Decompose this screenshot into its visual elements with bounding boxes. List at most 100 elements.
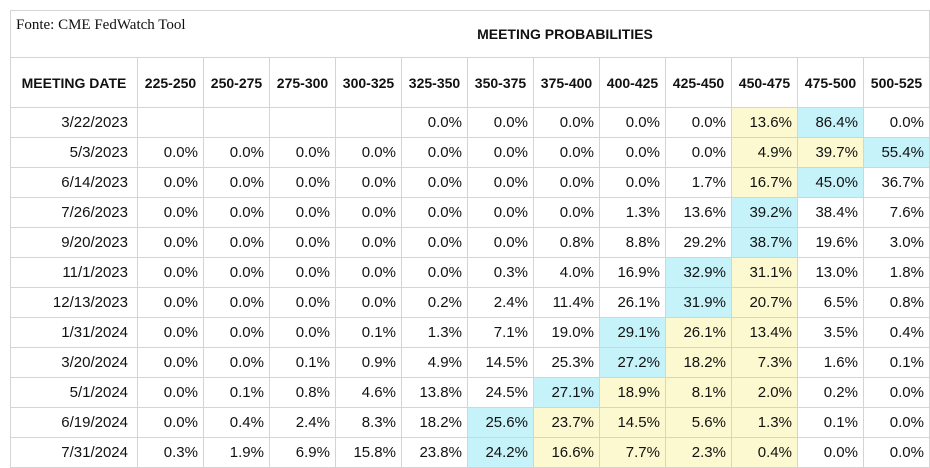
- probability-cell: 24.5%: [467, 377, 534, 408]
- probability-cell: 0.0%: [401, 167, 468, 198]
- meeting-probabilities-table: MEETING PROBABILITIES MEETING DATE 225-25…: [10, 10, 930, 468]
- probability-cell: 14.5%: [467, 347, 534, 378]
- probability-cell: 16.9%: [599, 257, 666, 288]
- probability-cell: [137, 107, 204, 138]
- probability-cell: 1.3%: [731, 407, 798, 438]
- probability-cell: 0.0%: [203, 137, 270, 168]
- probability-cell: 45.0%: [797, 167, 864, 198]
- table-row: 6/19/2024 0.0% 0.4% 2.4% 8.3% 18.2% 25.6% 23.7%…: [10, 407, 930, 438]
- probability-cell: 0.0%: [467, 167, 534, 198]
- meeting-date-cell: 7/31/2024: [10, 437, 138, 468]
- probability-cell: 18.2%: [665, 347, 732, 378]
- probability-cell: 27.2%: [599, 347, 666, 378]
- meeting-date-cell: 5/3/2023: [10, 137, 138, 168]
- probability-cell: 0.0%: [269, 287, 336, 318]
- probability-cell: 0.9%: [335, 347, 402, 378]
- probability-cell: 2.0%: [731, 377, 798, 408]
- probability-cell: 0.0%: [533, 197, 600, 228]
- probability-cell: 0.0%: [863, 107, 930, 138]
- probability-cell: 2.4%: [269, 407, 336, 438]
- probability-cell: 29.1%: [599, 317, 666, 348]
- probability-cell: 26.1%: [665, 317, 732, 348]
- probability-cell: 0.0%: [137, 197, 204, 228]
- probability-cell: 0.0%: [401, 257, 468, 288]
- meeting-date-cell: 12/13/2023: [10, 287, 138, 318]
- probability-cell: 0.0%: [203, 317, 270, 348]
- probability-cell: 8.3%: [335, 407, 402, 438]
- probability-cell: 0.0%: [335, 257, 402, 288]
- probability-cell: 16.6%: [533, 437, 600, 468]
- probability-cell: 31.1%: [731, 257, 798, 288]
- source-label: Fonte: CME FedWatch Tool: [16, 17, 186, 33]
- probability-cell: 1.9%: [203, 437, 270, 468]
- probability-cell: 18.9%: [599, 377, 666, 408]
- probability-cell: 0.0%: [137, 257, 204, 288]
- probability-cell: 1.7%: [665, 167, 732, 198]
- probability-cell: [335, 107, 402, 138]
- col-header-400-425: 400-425: [599, 57, 666, 108]
- probability-cell: 19.0%: [533, 317, 600, 348]
- probability-cell: 0.0%: [203, 167, 270, 198]
- col-header-225-250: 225-250: [137, 57, 204, 108]
- col-header-325-350: 325-350: [401, 57, 468, 108]
- probability-cell: 1.8%: [863, 257, 930, 288]
- table-row: 5/1/2024 0.0% 0.1% 0.8% 4.6% 13.8% 24.5% 27.1% 1…: [10, 377, 930, 408]
- meeting-date-cell: 11/1/2023: [10, 257, 138, 288]
- col-header-300-325: 300-325: [335, 57, 402, 108]
- probability-cell: 0.0%: [599, 107, 666, 138]
- probability-cell: 0.2%: [797, 377, 864, 408]
- meeting-date-cell: 5/1/2024: [10, 377, 138, 408]
- probability-cell: 0.0%: [203, 257, 270, 288]
- probability-cell: 4.9%: [401, 347, 468, 378]
- probability-cell: 3.0%: [863, 227, 930, 258]
- title-row: MEETING PROBABILITIES: [10, 10, 930, 58]
- col-header-275-300: 275-300: [269, 57, 336, 108]
- probability-cell: 86.4%: [797, 107, 864, 138]
- probability-cell: 39.2%: [731, 197, 798, 228]
- meeting-date-cell: 6/19/2024: [10, 407, 138, 438]
- probability-cell: 0.0%: [137, 167, 204, 198]
- probability-cell: 6.9%: [269, 437, 336, 468]
- probability-cell: 23.8%: [401, 437, 468, 468]
- probability-cell: 0.8%: [863, 287, 930, 318]
- probability-cell: 0.0%: [401, 197, 468, 228]
- col-header-meeting-date: MEETING DATE: [10, 57, 138, 108]
- probability-cell: 25.6%: [467, 407, 534, 438]
- probability-cell: 0.0%: [137, 407, 204, 438]
- table-row: 6/14/2023 0.0% 0.0% 0.0% 0.0% 0.0% 0.0% 0.0% 0.0…: [10, 167, 930, 198]
- probability-cell: 0.0%: [137, 137, 204, 168]
- probability-cell: 32.9%: [665, 257, 732, 288]
- probability-cell: 0.0%: [203, 287, 270, 318]
- probability-cell: 7.6%: [863, 197, 930, 228]
- probability-cell: 0.0%: [401, 227, 468, 258]
- probability-cell: 0.0%: [269, 227, 336, 258]
- probability-cell: 0.0%: [269, 197, 336, 228]
- probability-cell: 0.0%: [137, 227, 204, 258]
- probability-cell: 0.0%: [269, 137, 336, 168]
- probability-cell: [203, 107, 270, 138]
- probability-cell: 0.0%: [533, 167, 600, 198]
- probability-cell: 0.0%: [137, 347, 204, 378]
- probability-cell: 13.8%: [401, 377, 468, 408]
- probability-cell: 0.0%: [137, 317, 204, 348]
- probability-cell: 1.3%: [599, 197, 666, 228]
- probability-cell: 7.3%: [731, 347, 798, 378]
- probability-cell: 0.0%: [335, 167, 402, 198]
- table-row: 11/1/2023 0.0% 0.0% 0.0% 0.0% 0.0% 0.3% 4.0% 16.…: [10, 257, 930, 288]
- probability-cell: 2.3%: [665, 437, 732, 468]
- probability-cell: 0.0%: [335, 197, 402, 228]
- probability-cell: 16.7%: [731, 167, 798, 198]
- probability-cell: 7.1%: [467, 317, 534, 348]
- probability-cell: 36.7%: [863, 167, 930, 198]
- probability-cell: 13.6%: [665, 197, 732, 228]
- probability-cell: 6.5%: [797, 287, 864, 318]
- probability-cell: 0.0%: [335, 227, 402, 258]
- table-title: MEETING PROBABILITIES: [10, 10, 930, 58]
- probability-cell: 0.0%: [335, 137, 402, 168]
- probability-cell: 0.0%: [533, 107, 600, 138]
- probability-cell: 0.0%: [665, 107, 732, 138]
- probability-cell: 29.2%: [665, 227, 732, 258]
- table-row: 7/31/2024 0.3% 1.9% 6.9% 15.8% 23.8% 24.2% 16.6…: [10, 437, 930, 468]
- meeting-date-cell: 6/14/2023: [10, 167, 138, 198]
- probability-cell: 0.0%: [533, 137, 600, 168]
